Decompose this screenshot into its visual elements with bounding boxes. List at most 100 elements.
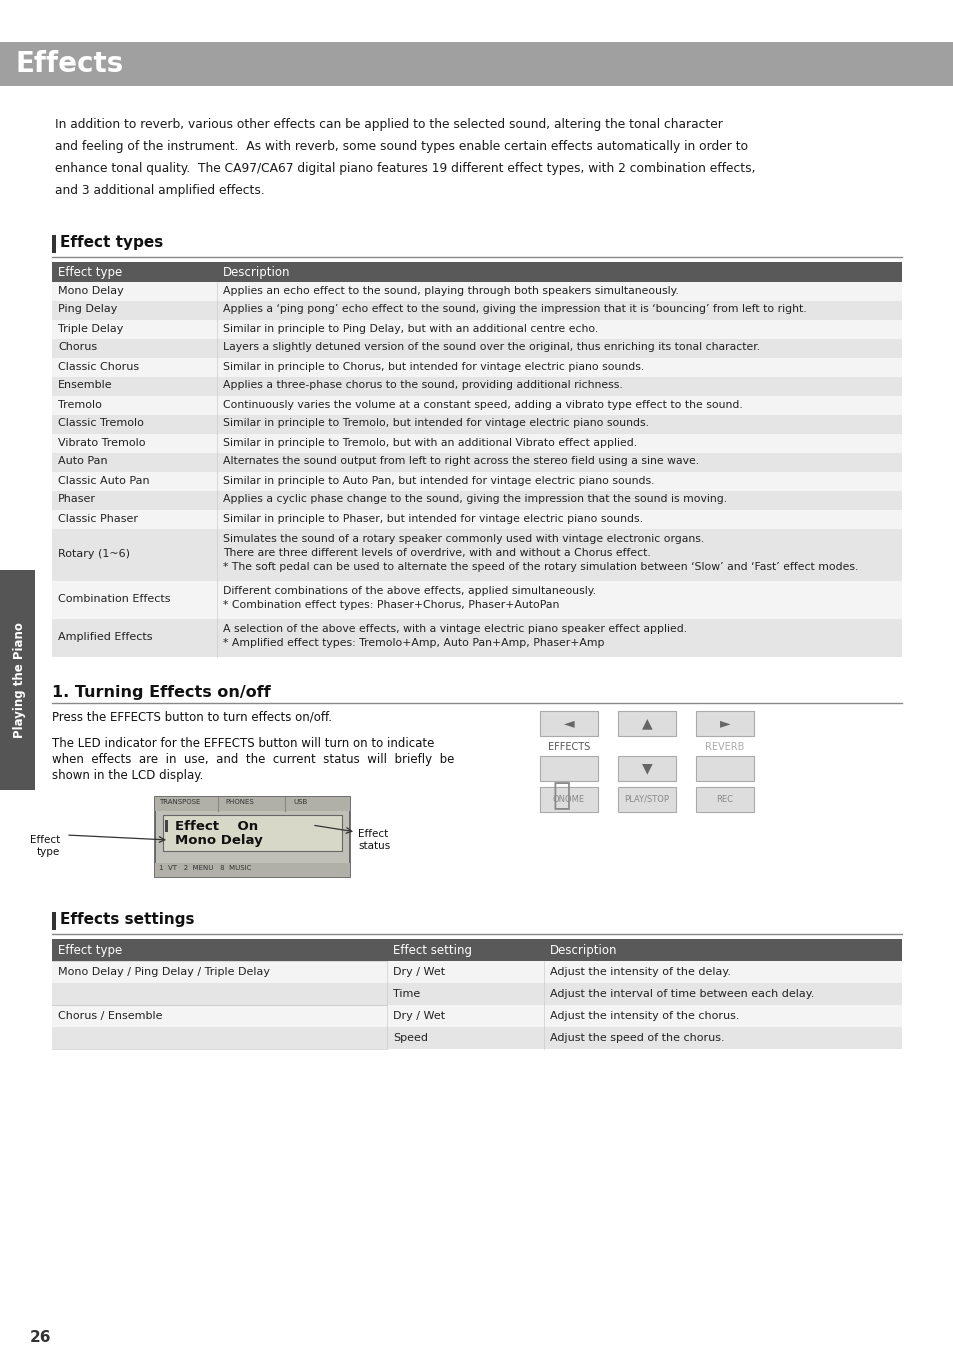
Text: Rotary (1~6): Rotary (1~6) [58, 549, 130, 559]
Text: Continuously varies the volume at a constant speed, adding a vibrato type effect: Continuously varies the volume at a cons… [223, 400, 742, 409]
Bar [52, 620, 901, 657]
Text: Chorus: Chorus [58, 343, 97, 352]
Text: REVERB: REVERB [704, 743, 744, 752]
Text: Effect
type: Effect type [30, 836, 60, 857]
Text: Adjust the intensity of the delay.: Adjust the intensity of the delay. [550, 967, 730, 977]
Text: ►: ► [719, 716, 730, 730]
Bar [52, 580, 901, 620]
Text: Similar in principle to Phaser, but intended for vintage electric piano sounds.: Similar in principle to Phaser, but inte… [223, 513, 642, 524]
Text: 1  VT   2  MENU   8  MUSIC: 1 VT 2 MENU 8 MUSIC [159, 865, 251, 871]
Text: * The soft pedal can be used to alternate the speed of the rotary simulation bet: * The soft pedal can be used to alternat… [223, 562, 858, 572]
Text: PLAY/STOP: PLAY/STOP [624, 795, 669, 805]
Text: Speed: Speed [393, 1033, 428, 1044]
Text: There are three different levels of overdrive, with and without a Chorus effect.: There are three different levels of over… [223, 548, 650, 558]
Bar [52, 358, 901, 377]
Bar [52, 529, 901, 580]
Text: Effects settings: Effects settings [60, 913, 194, 927]
Text: Description: Description [223, 266, 291, 279]
Bar [52, 320, 901, 339]
Text: and 3 additional amplified effects.: and 3 additional amplified effects. [55, 184, 265, 197]
Text: The LED indicator for the EFFECTS button will turn on to indicate: The LED indicator for the EFFECTS button… [52, 737, 434, 751]
Bar [618, 756, 676, 782]
Text: Adjust the intensity of the chorus.: Adjust the intensity of the chorus. [550, 1011, 739, 1021]
Text: when  effects  are  in  use,  and  the  current  status  will  briefly  be: when effects are in use, and the current… [52, 753, 454, 765]
Bar [52, 1004, 901, 1027]
Bar [52, 940, 901, 961]
Text: and feeling of the instrument.  As with reverb, some sound types enable certain : and feeling of the instrument. As with r… [55, 140, 747, 153]
Text: Mono Delay: Mono Delay [174, 834, 262, 846]
Text: Applies an echo effect to the sound, playing through both speakers simultaneousl: Applies an echo effect to the sound, pla… [223, 285, 679, 296]
Text: Classic Chorus: Classic Chorus [58, 362, 139, 371]
Bar [154, 863, 350, 878]
Text: Ping Delay: Ping Delay [58, 305, 117, 315]
Text: Alternates the sound output from left to right across the stereo field using a s: Alternates the sound output from left to… [223, 456, 699, 467]
Bar [52, 961, 901, 983]
Text: 26: 26 [30, 1330, 51, 1345]
Text: Effects: Effects [16, 50, 124, 78]
Text: Similar in principle to Chorus, but intended for vintage electric piano sounds.: Similar in principle to Chorus, but inte… [223, 362, 643, 371]
Text: Chorus / Ensemble: Chorus / Ensemble [58, 1011, 162, 1021]
Text: Similar in principle to Tremolo, but intended for vintage electric piano sounds.: Similar in principle to Tremolo, but int… [223, 418, 648, 428]
Text: Classic Tremolo: Classic Tremolo [58, 418, 144, 428]
Bar [0, 42, 953, 86]
Bar [52, 282, 901, 301]
Text: ONOME: ONOME [553, 795, 584, 805]
Bar [539, 711, 598, 736]
Bar [52, 913, 56, 930]
Bar [52, 414, 901, 433]
Text: Applies a three-phase chorus to the sound, providing additional richness.: Applies a three-phase chorus to the soun… [223, 381, 622, 390]
Bar [52, 472, 901, 491]
Bar [52, 491, 901, 510]
Bar [618, 787, 676, 811]
Text: Effect types: Effect types [60, 235, 163, 250]
Bar [52, 510, 901, 529]
Text: ▲: ▲ [641, 716, 652, 730]
Text: ✋: ✋ [553, 782, 571, 810]
Bar [52, 396, 901, 414]
Bar [52, 301, 901, 320]
Text: Description: Description [550, 944, 617, 957]
Text: REC: REC [716, 795, 733, 805]
Text: Adjust the speed of the chorus.: Adjust the speed of the chorus. [550, 1033, 724, 1044]
Text: Combination Effects: Combination Effects [58, 594, 171, 603]
Bar [52, 1027, 901, 1049]
Text: Classic Auto Pan: Classic Auto Pan [58, 475, 150, 486]
Bar [52, 262, 901, 282]
Text: Ensemble: Ensemble [58, 381, 112, 390]
Text: Similar in principle to Ping Delay, but with an additional centre echo.: Similar in principle to Ping Delay, but … [223, 324, 598, 333]
Text: Mono Delay / Ping Delay / Triple Delay: Mono Delay / Ping Delay / Triple Delay [58, 967, 270, 977]
Text: Phaser: Phaser [58, 494, 96, 505]
Bar [52, 377, 901, 396]
Text: Amplified Effects: Amplified Effects [58, 632, 152, 643]
Text: Classic Phaser: Classic Phaser [58, 513, 138, 524]
Text: ▼: ▼ [641, 761, 652, 775]
Bar [539, 756, 598, 782]
Text: A selection of the above effects, with a vintage electric piano speaker effect a: A selection of the above effects, with a… [223, 624, 686, 634]
Text: Press the EFFECTS button to turn effects on/off.: Press the EFFECTS button to turn effects… [52, 711, 332, 724]
Bar [0, 570, 35, 790]
Text: Dry / Wet: Dry / Wet [393, 1011, 445, 1021]
Text: Layers a slightly detuned version of the sound over the original, thus enriching: Layers a slightly detuned version of the… [223, 343, 760, 352]
Text: Dry / Wet: Dry / Wet [393, 967, 445, 977]
Bar [154, 796, 350, 811]
Text: Playing the Piano: Playing the Piano [13, 622, 27, 738]
Bar [539, 787, 598, 811]
Bar [52, 433, 901, 454]
Text: 1. Turning Effects on/off: 1. Turning Effects on/off [52, 684, 271, 701]
Text: Adjust the interval of time between each delay.: Adjust the interval of time between each… [550, 990, 814, 999]
Bar [696, 787, 753, 811]
Text: ◄: ◄ [563, 716, 574, 730]
Bar [52, 235, 56, 252]
Text: Similar in principle to Tremolo, but with an additional Vibrato effect applied.: Similar in principle to Tremolo, but wit… [223, 437, 637, 447]
Text: Effect
status: Effect status [357, 829, 390, 850]
Text: Applies a ‘ping pong’ echo effect to the sound, giving the impression that it is: Applies a ‘ping pong’ echo effect to the… [223, 305, 806, 315]
Text: Different combinations of the above effects, applied simultaneously.: Different combinations of the above effe… [223, 586, 596, 595]
Text: Triple Delay: Triple Delay [58, 324, 123, 333]
Text: Applies a cyclic phase change to the sound, giving the impression that the sound: Applies a cyclic phase change to the sou… [223, 494, 726, 505]
Bar [618, 711, 676, 736]
Text: Effect    On: Effect On [174, 819, 258, 833]
Text: Similar in principle to Auto Pan, but intended for vintage electric piano sounds: Similar in principle to Auto Pan, but in… [223, 475, 654, 486]
Text: In addition to reverb, various other effects can be applied to the selected soun: In addition to reverb, various other eff… [55, 117, 722, 131]
Text: Effect type: Effect type [58, 944, 122, 957]
Bar [52, 454, 901, 472]
